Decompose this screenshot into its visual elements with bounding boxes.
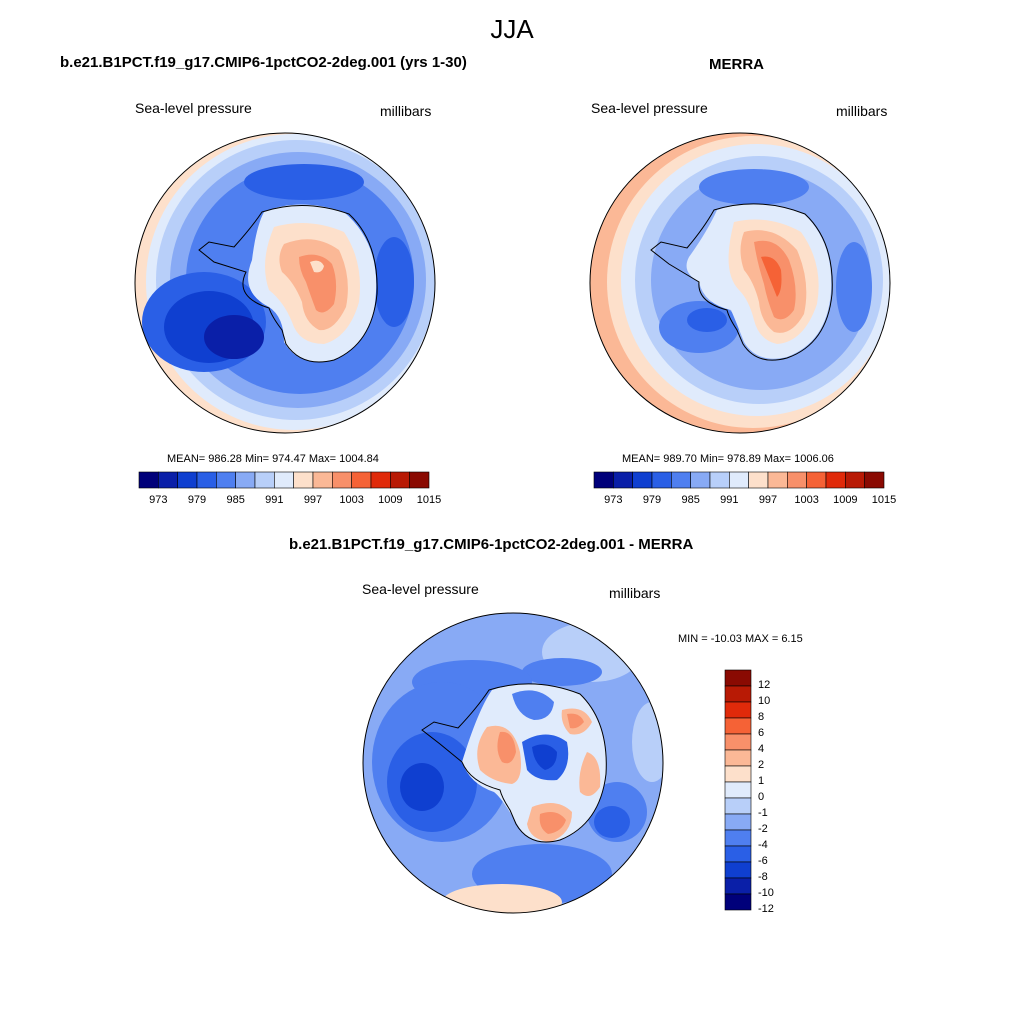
colorbar-swatch	[724, 717, 752, 735]
colorbar-swatch	[825, 471, 846, 489]
model-variable-label: Sea-level pressure	[135, 100, 252, 116]
colorbar-tick-label: 8	[758, 711, 765, 723]
colorbar-tick-label: -10	[758, 887, 774, 899]
colorbar-tick-label: 1003	[794, 494, 819, 506]
colorbar-swatch	[332, 471, 352, 489]
figure-title: JJA	[490, 14, 534, 44]
obs-stats: MEAN= 989.70 Min= 978.89 Max= 1006.06	[622, 453, 834, 465]
colorbar-tick-label: 0	[758, 791, 765, 803]
colorbar-swatch	[729, 471, 749, 489]
diff-colorbar	[724, 669, 752, 911]
colorbar-tick-label: 985	[226, 494, 245, 506]
model-panel-title: b.e21.B1PCT.f19_g17.CMIP6-1pctCO2-2deg.0…	[60, 54, 467, 71]
colorbar-tick-label: 973	[149, 494, 168, 506]
colorbar-tick-label: 1015	[871, 494, 897, 506]
colorbar-swatch	[254, 471, 275, 489]
colorbar-swatch	[787, 471, 807, 489]
colorbar-tick-label: 1015	[416, 494, 442, 506]
colorbar-tick-label: 1003	[339, 494, 364, 506]
colorbar-swatch	[651, 471, 672, 489]
colorbar-tick-label: -6	[758, 855, 768, 867]
colorbar-tick-label: 1009	[378, 494, 403, 506]
colorbar-tick-label: -4	[758, 839, 768, 851]
colorbar-tick-label: 1009	[833, 494, 858, 506]
diff-units-label: millibars	[609, 585, 661, 601]
colorbar-swatch	[235, 471, 256, 489]
model-polar-map	[134, 132, 436, 434]
colorbar-tick-label: 979	[187, 494, 207, 506]
colorbar-swatch	[158, 471, 178, 489]
colorbar-tick-label: 973	[604, 494, 623, 506]
colorbar-swatch	[177, 471, 198, 489]
colorbar-tick-label: 997	[758, 494, 778, 506]
colorbar-swatch	[370, 471, 391, 489]
colorbar-tick-label: -1	[758, 807, 768, 819]
model-stats: MEAN= 986.28 Min= 974.47 Max= 1004.84	[167, 453, 379, 465]
colorbar-swatch	[709, 471, 730, 489]
colorbar-swatch	[724, 733, 752, 751]
colorbar-swatch	[748, 471, 769, 489]
colorbar-tick-label: 12	[758, 679, 771, 691]
colorbar-swatch	[767, 471, 788, 489]
obs-units-label: millibars	[836, 103, 888, 119]
colorbar-tick-label: 1	[758, 775, 765, 787]
colorbar-tick-label: -12	[758, 903, 774, 915]
colorbar-swatch	[724, 813, 752, 831]
colorbar-swatch	[724, 701, 752, 719]
colorbar-swatch	[632, 471, 653, 489]
colorbar-swatch	[671, 471, 691, 489]
colorbar-tick-label: 979	[642, 494, 662, 506]
colorbar-swatch	[724, 765, 752, 783]
colorbar-tick-label: 10	[758, 695, 771, 707]
colorbar-swatch	[724, 685, 752, 703]
colorbar-tick-label: 985	[681, 494, 700, 506]
colorbar-swatch	[593, 471, 614, 489]
colorbar-swatch	[690, 471, 711, 489]
colorbar-tick-label: 991	[265, 494, 284, 506]
colorbar-tick-label: 6	[758, 727, 765, 739]
obs-variable-label: Sea-level pressure	[591, 100, 708, 116]
colorbar-tick-label: 4	[758, 743, 765, 755]
colorbar-swatch	[724, 845, 752, 863]
colorbar-swatch	[724, 669, 752, 687]
colorbar-tick-label: 2	[758, 759, 765, 771]
colorbar-swatch	[724, 893, 752, 911]
obs-panel-title: MERRA	[709, 56, 764, 73]
colorbar-swatch	[216, 471, 236, 489]
model-colorbar	[138, 471, 430, 489]
diff-variable-label: Sea-level pressure	[362, 581, 479, 597]
colorbar-swatch	[613, 471, 633, 489]
colorbar-tick-label: 991	[720, 494, 739, 506]
diff-stats: MIN = -10.03 MAX = 6.15	[678, 633, 803, 645]
colorbar-swatch	[138, 471, 159, 489]
colorbar-tick-label: -2	[758, 823, 768, 835]
obs-polar-map	[589, 132, 891, 434]
colorbar-swatch	[724, 797, 752, 815]
colorbar-swatch	[390, 471, 410, 489]
obs-colorbar	[593, 471, 885, 489]
colorbar-swatch	[351, 471, 372, 489]
model-units-label: millibars	[380, 103, 432, 119]
colorbar-swatch	[845, 471, 865, 489]
colorbar-swatch	[724, 829, 752, 847]
colorbar-swatch	[724, 877, 752, 895]
diff-polar-map	[362, 612, 664, 914]
colorbar-swatch	[724, 749, 752, 767]
colorbar-swatch	[293, 471, 314, 489]
colorbar-swatch	[864, 471, 885, 489]
colorbar-swatch	[724, 861, 752, 879]
colorbar-swatch	[806, 471, 827, 489]
colorbar-tick-label: -8	[758, 871, 768, 883]
colorbar-tick-label: 997	[303, 494, 323, 506]
colorbar-swatch	[724, 781, 752, 799]
colorbar-swatch	[409, 471, 430, 489]
colorbar-swatch	[274, 471, 294, 489]
colorbar-swatch	[196, 471, 217, 489]
diff-panel-title: b.e21.B1PCT.f19_g17.CMIP6-1pctCO2-2deg.0…	[289, 536, 694, 553]
colorbar-swatch	[312, 471, 333, 489]
